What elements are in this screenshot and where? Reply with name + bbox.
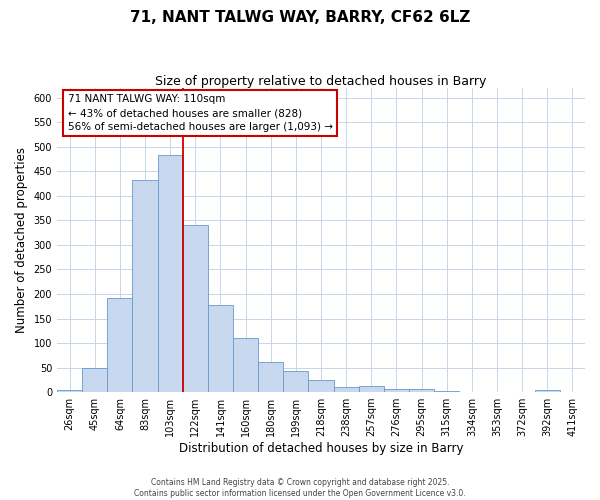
Text: Contains HM Land Registry data © Crown copyright and database right 2025.
Contai: Contains HM Land Registry data © Crown c…: [134, 478, 466, 498]
Text: 71, NANT TALWG WAY, BARRY, CF62 6LZ: 71, NANT TALWG WAY, BARRY, CF62 6LZ: [130, 10, 470, 25]
Bar: [57, 390, 82, 392]
Y-axis label: Number of detached properties: Number of detached properties: [15, 147, 28, 333]
Bar: [82, 368, 107, 392]
Bar: [208, 305, 233, 392]
Bar: [107, 298, 133, 392]
Bar: [359, 386, 384, 392]
Bar: [334, 387, 359, 392]
Bar: [133, 180, 158, 392]
X-axis label: Distribution of detached houses by size in Barry: Distribution of detached houses by size …: [179, 442, 463, 455]
Bar: [308, 380, 334, 392]
Bar: [535, 390, 560, 392]
Bar: [233, 338, 258, 392]
Title: Size of property relative to detached houses in Barry: Size of property relative to detached ho…: [155, 75, 487, 88]
Bar: [158, 155, 183, 392]
Bar: [283, 370, 308, 392]
Bar: [183, 226, 208, 392]
Bar: [409, 388, 434, 392]
Bar: [258, 362, 283, 392]
Text: 71 NANT TALWG WAY: 110sqm
← 43% of detached houses are smaller (828)
56% of semi: 71 NANT TALWG WAY: 110sqm ← 43% of detac…: [68, 94, 332, 132]
Bar: [384, 388, 409, 392]
Bar: [434, 390, 459, 392]
